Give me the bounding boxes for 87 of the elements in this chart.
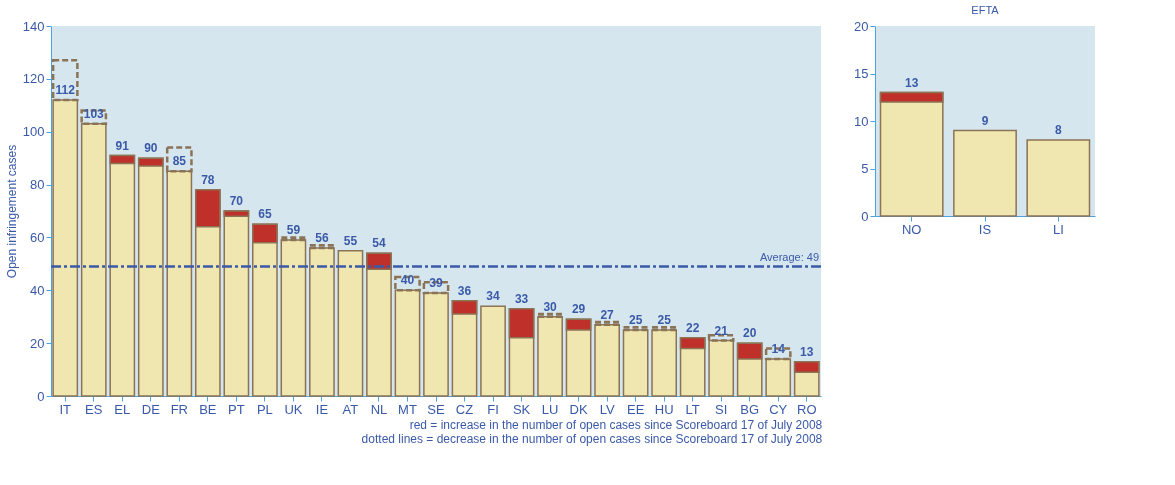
text: dotted lines = decrease in the number of open cases since Scoreboard 17 of July 2008 [361,432,823,446]
x-tick-label: MT [398,401,417,417]
y-tick-label: 0 [37,388,45,404]
bar [537,315,563,397]
y-tick-label: 15 [854,66,869,81]
x-tick-label: IE [315,401,329,417]
x-tick-label: DK [569,401,588,417]
bar [594,323,620,397]
bar [337,249,364,397]
x-tick-label: AT [342,401,359,417]
data-label: 54 [372,236,386,251]
data-label: 9 [981,113,989,128]
bar [309,247,335,397]
data-label: 13 [800,344,814,359]
x-tick-label: CZ [455,401,474,417]
x-tick-label: PT [228,401,245,417]
x-tick-label: NO [901,221,922,237]
data-label: 55 [343,233,358,248]
x-tick-label: PL [256,401,273,417]
data-label: 33 [514,291,529,306]
data-label: 40 [400,273,415,288]
data-label: 13 [904,75,919,90]
bar [622,329,649,397]
data-label: 8 [1054,123,1062,137]
data-label: 91 [115,138,130,153]
x-tick-label: FI [487,401,499,417]
x-tick-label: SE [427,401,445,417]
x-tick-label: BE [199,401,217,417]
data-label: 56 [315,231,329,245]
data-label: 59 [286,223,301,238]
data-label: 14 [771,342,786,356]
data-label: 36 [457,283,472,298]
x-tick-label: HU [654,401,674,417]
data-label: 22 [685,320,700,335]
data-label: 25 [628,312,643,327]
chart-title: EFTA [971,4,1000,16]
y-axis-title: Open infringement cases [4,144,19,279]
x-tick-label: SI [715,401,728,417]
data-label: 29 [571,302,586,317]
x-tick-label: LU [541,401,559,417]
x-tick-label: SK [512,401,531,417]
data-label: 30 [543,299,558,314]
x-tick-label: EE [626,401,645,417]
bar [1026,139,1091,217]
data-label: 34 [486,289,501,304]
x-tick-label: IS [978,221,992,237]
bar [280,239,307,397]
y-tick-label: 80 [30,177,45,193]
data-label: 70 [229,194,244,208]
bar [651,329,678,397]
x-tick-label: ES [85,401,103,417]
data-label: 90 [144,141,158,156]
y-tick-label: 0 [861,208,869,224]
data-label: 85 [172,154,187,169]
y-tick-label: 120 [22,71,45,87]
x-tick-label: FR [170,401,189,417]
text: red = increase in the number of open cases since Scoreboard 17 of July 2008 [409,418,823,432]
y-tick-label: 40 [30,282,45,298]
x-tick-label: LT [685,401,700,417]
data-label: 27 [600,307,615,322]
data-label: 25 [657,312,672,327]
x-tick-label: UK [284,401,303,417]
x-tick-label: DE [141,401,161,417]
ref-line-label: Average: 49 [759,250,819,263]
data-label: 39 [429,275,443,290]
y-tick-label: 60 [30,229,45,245]
y-tick-label: 100 [22,124,45,140]
x-tick-label: EL [114,401,131,417]
x-tick-label: CY [769,401,788,417]
x-tick-label: RO [796,401,817,417]
x-tick-label: LI [1052,221,1064,237]
x-tick-label: LV [599,401,615,417]
y-tick-label: 10 [854,113,869,129]
bar [953,129,1017,217]
x-tick-label: BG [740,401,760,417]
y-tick-label: 5 [861,161,869,176]
y-tick-label: 20 [854,18,869,34]
data-label: 20 [743,326,757,341]
y-tick-label: 20 [30,335,45,351]
bar [480,305,506,397]
data-label: 21 [714,323,729,338]
data-label: 78 [201,172,215,187]
data-label: 112 [55,83,76,97]
data-label: 65 [258,207,272,222]
x-tick-label: IT [59,401,72,417]
y-tick-label: 140 [22,18,45,34]
x-tick-label: NL [370,401,388,417]
